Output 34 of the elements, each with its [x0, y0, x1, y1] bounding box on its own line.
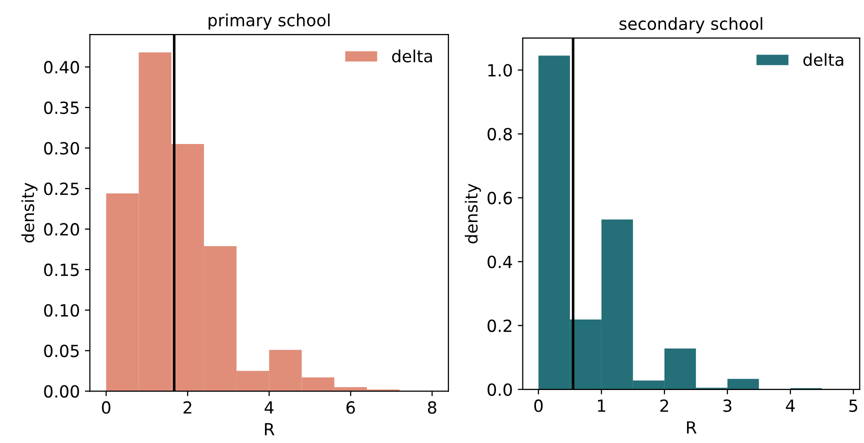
y-tick-label: 0.2 — [488, 319, 512, 332]
x-axis-title: R — [264, 423, 274, 436]
y-tick-label: 0.20 — [44, 223, 80, 236]
y-tick-label: 0.15 — [44, 264, 79, 276]
x-tick-label: 4 — [786, 400, 795, 412]
legend-label: delta — [803, 53, 844, 66]
y-tick-label: 0.10 — [44, 304, 80, 317]
x-tick-label: 0 — [102, 401, 110, 414]
y-tick-label: 0.8 — [488, 128, 512, 140]
y-tick-label: 0.40 — [44, 60, 80, 74]
x-tick-label: 5 — [849, 400, 858, 412]
y-tick-label: 0.05 — [44, 344, 79, 358]
x-axis-title: R — [687, 421, 697, 434]
x-tick-label: 6 — [346, 401, 355, 414]
x-tick-label: 1 — [598, 400, 606, 412]
y-tick-label: 1.0 — [488, 64, 512, 77]
y-axis-title: density — [464, 184, 481, 244]
x-tick-label: 3 — [723, 399, 732, 412]
chart-title: secondary school — [620, 17, 762, 34]
y-tick-label: 0.4 — [488, 256, 512, 268]
x-tick-label: 4 — [264, 401, 274, 414]
y-tick-label: 0.30 — [44, 142, 80, 155]
y-tick-label: 0.0 — [488, 383, 512, 396]
y-tick-label: 0.35 — [44, 101, 79, 114]
y-tick-label: 0.00 — [44, 385, 80, 398]
x-tick-label: 0 — [534, 399, 543, 412]
x-tick-label: 2 — [184, 401, 192, 414]
legend-label: delta — [392, 50, 432, 62]
y-axis-title: density — [21, 182, 38, 242]
y-tick-label: 0.6 — [488, 192, 512, 204]
x-tick-label: 8 — [428, 401, 436, 414]
chart-title: primary school — [208, 14, 330, 30]
y-tick-label: 0.25 — [44, 182, 79, 196]
x-tick-label: 2 — [660, 399, 668, 412]
